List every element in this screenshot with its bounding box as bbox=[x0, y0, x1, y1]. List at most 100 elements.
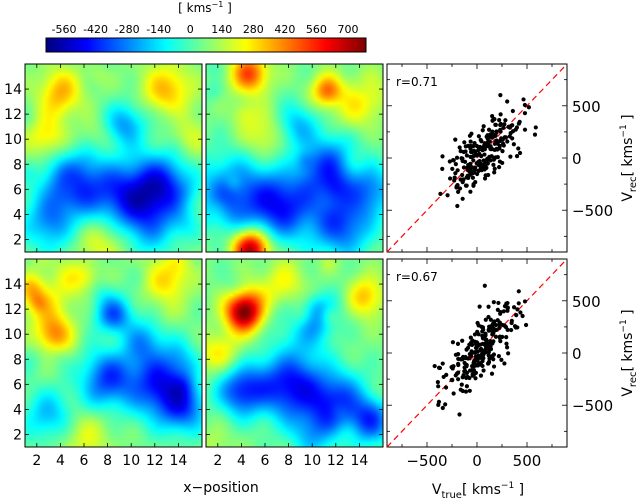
scatter-point bbox=[484, 337, 489, 342]
scatter-point bbox=[486, 328, 491, 333]
scatter-point bbox=[449, 377, 454, 383]
scatter-point bbox=[488, 317, 493, 322]
scatter-point bbox=[533, 125, 538, 130]
scatter-point bbox=[483, 144, 488, 149]
scatter-point bbox=[498, 129, 503, 134]
scatter-point bbox=[481, 124, 486, 129]
scatter-point bbox=[473, 354, 479, 359]
panel-frame bbox=[205, 258, 384, 448]
colorbar-tick-label: 0 bbox=[187, 23, 194, 36]
y-tick-label: 500 bbox=[572, 293, 601, 311]
y-axis-label-top: Vrec[ kms−1 ] bbox=[619, 114, 639, 201]
colorbar-tick-label: 140 bbox=[211, 23, 232, 36]
scatter-point bbox=[498, 310, 503, 315]
scatter-point bbox=[511, 142, 516, 147]
scatter-point bbox=[516, 121, 522, 126]
y-axis-label-bottom: Vrec[ kms−1 ] bbox=[619, 309, 639, 396]
scatter-point bbox=[437, 365, 443, 371]
scatter-point bbox=[443, 385, 449, 390]
scatter-point bbox=[486, 127, 492, 132]
scatter-point bbox=[470, 149, 475, 155]
scatter-point bbox=[467, 133, 473, 138]
colorbar-tick-label: 560 bbox=[306, 23, 327, 36]
scatter-point bbox=[466, 175, 471, 180]
scatter-point bbox=[441, 374, 446, 380]
scatter-point bbox=[466, 143, 471, 148]
scatter-point bbox=[470, 338, 475, 343]
scatter-point bbox=[492, 319, 497, 324]
scatter-point bbox=[480, 128, 485, 133]
heatmap-bottom-middle: 2 4 6 8 10 12 14 bbox=[205, 258, 384, 469]
scatter-point bbox=[492, 155, 497, 161]
scatter-point bbox=[477, 304, 482, 309]
scatter-point bbox=[464, 183, 469, 188]
scatter-point bbox=[497, 118, 502, 123]
scatter-point bbox=[440, 154, 445, 159]
y-tick-label: 500 bbox=[572, 98, 601, 116]
scatter-point bbox=[495, 307, 500, 312]
scatter-point bbox=[470, 373, 475, 378]
panel-frame bbox=[24, 63, 203, 253]
scatter-point bbox=[491, 364, 497, 369]
scatter-point bbox=[453, 137, 458, 142]
scatter-point bbox=[436, 384, 441, 389]
heatmap-image bbox=[206, 259, 383, 447]
colorbar-tick-label: 420 bbox=[274, 23, 295, 36]
scatter-point bbox=[485, 341, 490, 346]
scatter-point bbox=[506, 351, 511, 356]
scatter-point bbox=[515, 307, 520, 312]
x-tick-label: 12 bbox=[327, 453, 345, 469]
scatter-point bbox=[491, 339, 496, 344]
scatter-point bbox=[522, 102, 528, 108]
scatter-point bbox=[459, 356, 464, 362]
x-axis-label-scatter: Vtrue[ kms−1 ] bbox=[432, 481, 524, 500]
scatter-point bbox=[460, 338, 465, 343]
heatmap-image bbox=[206, 64, 383, 252]
y-tick-label: −500 bbox=[572, 202, 613, 220]
scatter-point bbox=[456, 377, 461, 382]
x-tick-label: 10 bbox=[303, 453, 321, 469]
scatter-point bbox=[516, 289, 521, 294]
scatter-point bbox=[491, 300, 496, 305]
scatter-point bbox=[471, 158, 476, 163]
y-tick-label: 14 bbox=[4, 82, 22, 98]
colorbar-tick-label: -140 bbox=[146, 23, 171, 36]
scatter-point bbox=[460, 158, 465, 164]
scatter-point bbox=[457, 412, 462, 417]
y-tick-label: −500 bbox=[572, 397, 613, 415]
y-tick-label: 10 bbox=[4, 132, 22, 148]
heatmap-image bbox=[25, 259, 202, 447]
scatter-point bbox=[452, 178, 457, 183]
scatter-point bbox=[454, 155, 460, 160]
scatter-point bbox=[460, 196, 465, 201]
panel-frame bbox=[205, 63, 384, 253]
scatter-point bbox=[521, 97, 526, 102]
y-tick-label: 6 bbox=[13, 377, 22, 393]
x-tick-label: 6 bbox=[261, 453, 270, 469]
scatter-point bbox=[507, 134, 512, 139]
scatter-point bbox=[500, 149, 505, 154]
colorbar-tick-label: -560 bbox=[52, 23, 77, 36]
y-tick-label: 12 bbox=[4, 302, 22, 318]
scatter-point bbox=[498, 339, 503, 344]
scatter-point bbox=[476, 323, 481, 328]
scatter-point bbox=[505, 308, 510, 313]
scatter-point bbox=[504, 345, 510, 350]
scatter-point bbox=[476, 168, 481, 174]
scatter-point bbox=[496, 354, 501, 359]
scatter-point bbox=[486, 141, 491, 146]
x-tick-label: 8 bbox=[284, 453, 293, 469]
colorbar-frame bbox=[45, 37, 367, 53]
scatter-point bbox=[459, 382, 464, 387]
scatter-point bbox=[522, 127, 528, 132]
y-tick-label: 2 bbox=[13, 427, 22, 443]
scatter-point bbox=[470, 175, 476, 180]
scatter-point bbox=[489, 354, 495, 359]
scatter-point bbox=[501, 141, 506, 146]
scatter-point bbox=[500, 160, 505, 166]
scatter-point bbox=[482, 283, 487, 288]
scatter-point bbox=[486, 157, 491, 162]
scatter-point bbox=[506, 124, 511, 129]
x-tick-label: 4 bbox=[237, 453, 246, 469]
scatter-point bbox=[464, 375, 469, 380]
